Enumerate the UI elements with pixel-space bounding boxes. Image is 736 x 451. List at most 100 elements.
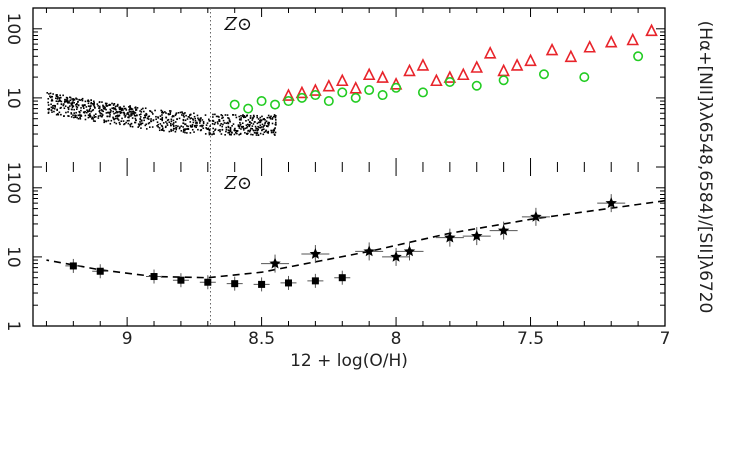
- cloud-dot: [247, 132, 249, 135]
- cloud-dot: [145, 128, 148, 130]
- red-triangle: [443, 70, 457, 83]
- cloud-dot: [116, 114, 119, 117]
- green-circle: [377, 90, 388, 101]
- cloud-dot: [253, 132, 256, 134]
- cloud-dot: [191, 123, 194, 126]
- cloud-dot: [231, 125, 233, 127]
- cloud-dot: [161, 114, 163, 116]
- cloud-dot: [176, 118, 178, 121]
- green-circle: [579, 72, 590, 83]
- cloud-dot: [272, 115, 275, 118]
- cloud-dot: [101, 101, 103, 103]
- cloud-dot: [267, 125, 269, 128]
- cloud-dot: [178, 117, 181, 120]
- cloud-dot: [92, 118, 95, 120]
- cloud-dot: [90, 105, 92, 107]
- cloud-dot: [225, 126, 228, 129]
- red-triangle: [295, 85, 309, 99]
- cloud-dot: [249, 117, 252, 119]
- cloud-dot: [130, 107, 133, 110]
- cloud-dot: [79, 116, 81, 119]
- cloud-dot: [55, 95, 58, 98]
- cloud-dot: [259, 121, 261, 124]
- cloud-dot: [140, 119, 143, 122]
- cloud-dot: [63, 107, 66, 110]
- cloud-dot: [148, 115, 151, 118]
- cloud-dot: [116, 117, 119, 120]
- green-circle: [498, 75, 509, 86]
- cloud-dot: [64, 105, 67, 107]
- cloud-dot: [100, 109, 103, 111]
- cloud-dot: [199, 118, 201, 120]
- cloud-dot: [119, 107, 122, 110]
- cloud-dot: [262, 118, 264, 121]
- cloud-dot: [270, 115, 272, 118]
- cloud-dot: [172, 114, 174, 117]
- cloud-dot: [208, 129, 211, 132]
- cloud-dot: [125, 109, 128, 111]
- x-tick-label: 8.5: [248, 329, 275, 349]
- cloud-dot: [47, 112, 50, 114]
- cloud-dot: [75, 97, 77, 100]
- cloud-dot: [202, 124, 204, 127]
- cloud-dot: [236, 132, 238, 135]
- cloud-dot: [171, 115, 174, 118]
- cloud-dot: [244, 131, 246, 134]
- bottom-zsun-label: Z⊙: [223, 173, 252, 194]
- cloud-dot: [51, 111, 53, 113]
- cloud-dot: [134, 117, 137, 120]
- cloud-dot: [185, 114, 187, 117]
- cloud-dot: [84, 114, 87, 117]
- cloud-dot: [248, 125, 251, 128]
- bottom-panel: [33, 166, 666, 327]
- cloud-dot: [114, 117, 117, 120]
- cloud-dot: [264, 121, 267, 124]
- cloud-dot: [143, 119, 145, 122]
- cloud-dot: [208, 132, 211, 134]
- cloud-dot: [78, 98, 80, 101]
- cloud-dot: [271, 118, 274, 120]
- cloud-dot: [90, 102, 92, 105]
- cloud-dot: [157, 123, 160, 126]
- cloud-dot: [161, 110, 164, 113]
- cloud-dot: [213, 123, 216, 126]
- cloud-dot: [66, 98, 69, 100]
- cloud-dot: [178, 127, 181, 130]
- cloud-dot: [129, 105, 131, 107]
- cloud-dot: [160, 109, 163, 112]
- cloud-dot: [73, 101, 75, 104]
- cloud-dot: [159, 118, 162, 121]
- cloud-dot: [51, 99, 54, 102]
- cloud-dot: [246, 123, 249, 126]
- cloud-dot: [208, 118, 210, 121]
- cloud-dot: [227, 117, 229, 119]
- cloud-dot: [255, 127, 257, 130]
- cloud-dot: [100, 115, 103, 118]
- cloud-dot: [126, 119, 129, 122]
- cloud-dot: [227, 125, 230, 128]
- cloud-dot: [91, 117, 93, 120]
- cloud-dot: [79, 111, 81, 114]
- star-marker: [363, 245, 375, 257]
- cloud-dot: [110, 119, 113, 122]
- cloud-dot: [148, 126, 151, 128]
- cloud-dot: [200, 117, 202, 119]
- cloud-dot: [207, 127, 210, 130]
- cloud-dot: [52, 107, 55, 109]
- cloud-dot: [244, 116, 247, 118]
- square-marker: [150, 273, 158, 281]
- cloud-dot: [75, 108, 78, 111]
- cloud-dot: [247, 124, 250, 126]
- cloud-dot: [136, 107, 139, 109]
- cloud-dot: [238, 125, 241, 128]
- cloud-dot: [228, 133, 231, 136]
- cloud-dot: [107, 119, 110, 122]
- cloud-dot: [212, 133, 215, 135]
- cloud-dot: [207, 128, 209, 131]
- x-tick-label: 9: [122, 329, 133, 349]
- cloud-dot: [98, 109, 101, 112]
- cloud-dot: [91, 116, 94, 119]
- cloud-dot: [230, 133, 232, 136]
- cloud-dot: [182, 129, 185, 131]
- cloud-dot: [212, 127, 214, 130]
